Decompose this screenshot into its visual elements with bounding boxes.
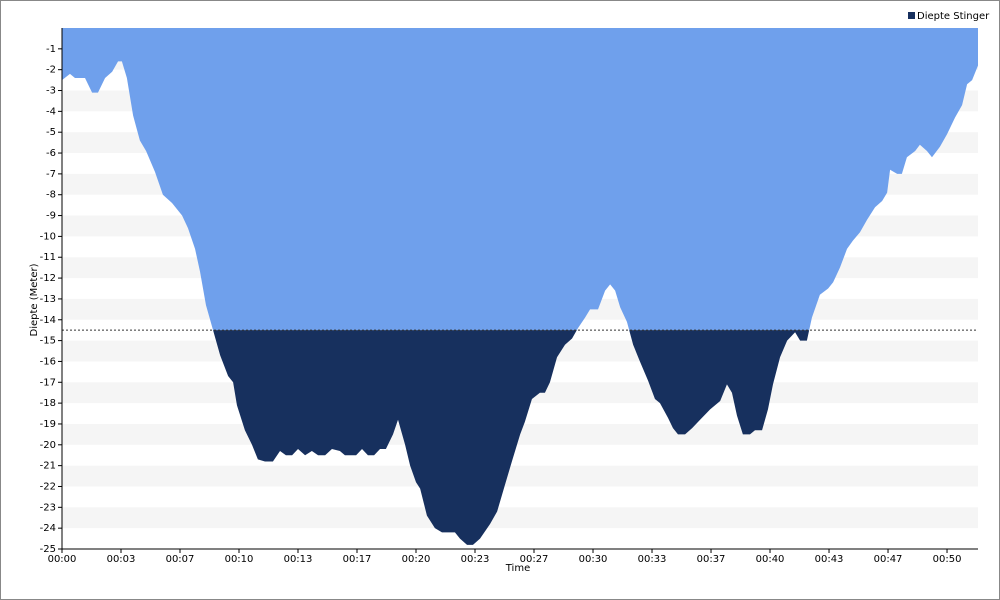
y-tick-label: -3 (46, 86, 56, 97)
y-tick-label: -14 (40, 315, 56, 326)
y-tick-label: -11 (40, 252, 56, 263)
area-above (62, 28, 978, 331)
y-tick-label: -5 (46, 127, 56, 138)
x-tick-label: 00:47 (874, 554, 903, 565)
y-tick-label: -12 (40, 273, 56, 284)
x-tick-label: 00:43 (815, 554, 844, 565)
y-tick-label: -17 (40, 377, 56, 388)
y-tick-label: -7 (46, 169, 56, 180)
y-tick-label: -19 (40, 419, 56, 430)
y-tick-label: -21 (40, 461, 56, 472)
x-tick-label: 00:13 (284, 554, 313, 565)
legend-marker (908, 12, 915, 19)
x-tick-label: 00:03 (107, 554, 136, 565)
y-tick-label: -24 (40, 523, 56, 534)
x-tick-label: 00:30 (579, 554, 608, 565)
y-tick-label: -10 (40, 231, 56, 242)
x-tick-label: 00:17 (343, 554, 372, 565)
x-tick-label: 00:27 (520, 554, 549, 565)
x-tick-label: 00:50 (933, 554, 962, 565)
y-tick-label: -9 (46, 211, 56, 222)
y-tick-label: -18 (40, 398, 56, 409)
x-axis-label: Time (505, 563, 530, 574)
x-tick-label: 00:07 (166, 554, 195, 565)
y-tick-label: -8 (46, 190, 56, 201)
grid-band (62, 507, 978, 529)
y-tick-label: -15 (40, 336, 56, 347)
grid-band (62, 465, 978, 487)
y-tick-label: -6 (46, 148, 56, 159)
y-tick-label: -23 (40, 502, 56, 513)
y-tick-label: -22 (40, 481, 56, 492)
x-tick-label: 00:33 (638, 554, 667, 565)
area-below (213, 330, 810, 545)
legend-label: Diepte Stinger (917, 11, 990, 22)
x-tick-label: 00:37 (697, 554, 726, 565)
y-tick-label: -2 (46, 65, 56, 76)
y-tick-label: -13 (40, 294, 56, 305)
y-tick-label: -25 (40, 544, 56, 555)
x-tick-label: 00:40 (756, 554, 785, 565)
x-tick-label: 00:20 (402, 554, 431, 565)
y-tick-label: -20 (40, 440, 56, 451)
x-tick-label: 00:10 (225, 554, 254, 565)
y-tick-label: -4 (46, 106, 56, 117)
x-tick-label: 00:23 (461, 554, 490, 565)
y-tick-label: -16 (40, 356, 56, 367)
x-tick-label: 00:00 (48, 554, 77, 565)
y-tick-label: -1 (46, 44, 56, 55)
y-axis-label: Diepte (Meter) (29, 263, 40, 336)
